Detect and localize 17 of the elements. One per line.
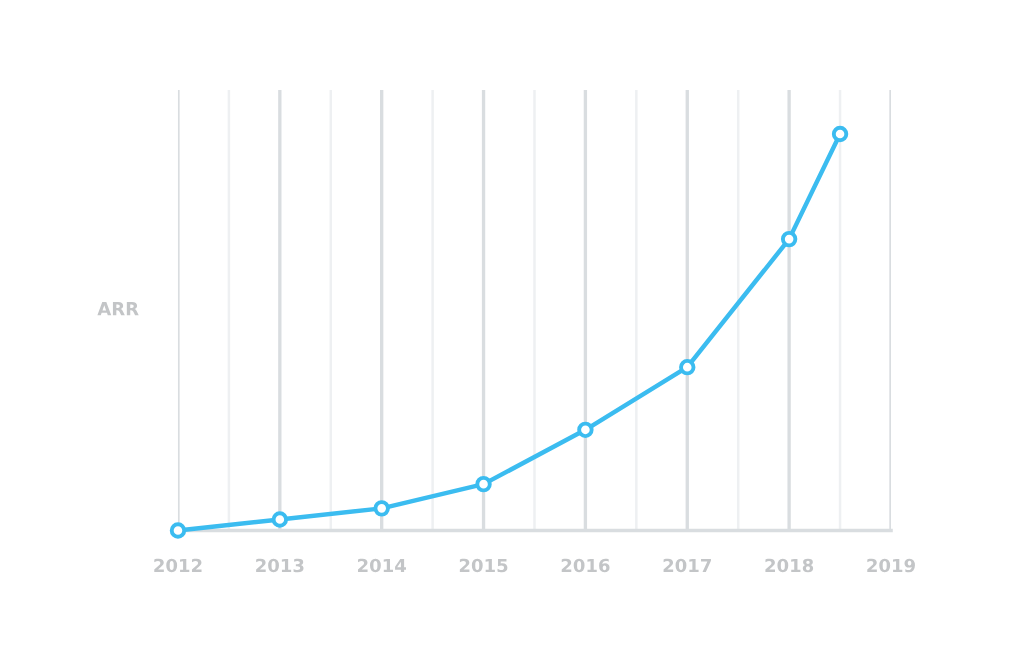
point (373, 500, 390, 517)
point (831, 125, 849, 143)
x-tick-label: 2014 (357, 558, 406, 573)
x-tick-label: 2016 (561, 558, 610, 573)
point (679, 358, 696, 376)
point (780, 230, 798, 248)
x-tick-label: 2018 (765, 558, 814, 573)
x-tick-label: 2013 (256, 558, 304, 573)
x-tick-label: 2012 (154, 558, 202, 573)
y-axis-title: ARR (97, 302, 139, 316)
point (577, 421, 594, 439)
point (271, 511, 289, 528)
x-tick-label: 2015 (459, 558, 508, 573)
point (475, 475, 492, 493)
point (169, 522, 187, 539)
x-tick-label: 2019 (867, 558, 915, 573)
x-tick-label: 2017 (663, 558, 711, 573)
